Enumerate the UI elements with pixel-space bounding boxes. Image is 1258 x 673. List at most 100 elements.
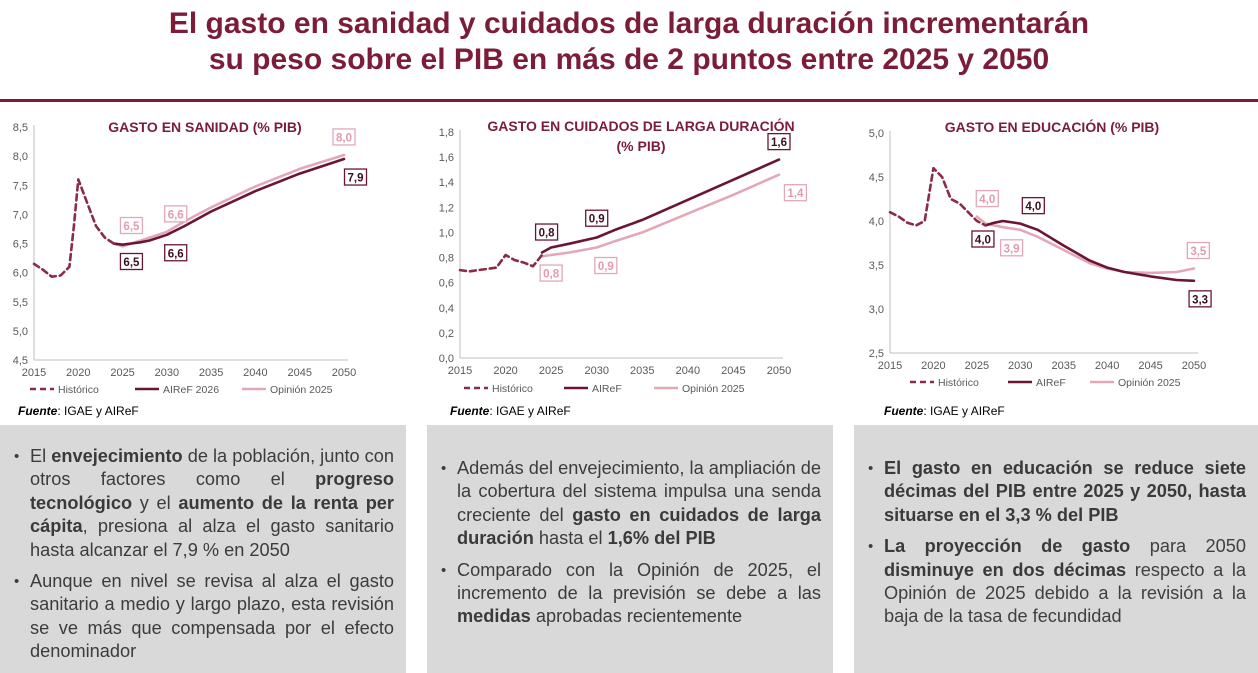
- chart-title: GASTO EN CUIDADOS DE LARGA DURACIÓN: [487, 117, 794, 134]
- title-line-2: su peso sobre el PIB en más de 2 puntos …: [208, 43, 1050, 76]
- chart-sanidad: 4,5 5,0 5,5 6,0 6,5 7,0 7,5 8,0 8,5 2015 2020 2025 2…: [0, 108, 400, 403]
- y-tick-label: 4,0: [869, 216, 884, 228]
- series-line-1: [112, 157, 346, 246]
- bullet-text-run: gasto en cuidados de larga duración: [457, 504, 821, 549]
- bullet-list: • Además del envejecimiento, la ampliació…: [439, 457, 821, 629]
- source-text: : IGAE y AIReF: [57, 404, 139, 418]
- y-tick-label: 0,6: [439, 278, 454, 290]
- x-tick-label: 2050: [1182, 360, 1206, 372]
- data-label: 3,3: [1192, 294, 1208, 306]
- y-tick-label: 3,0: [869, 304, 884, 316]
- bullet-item: • Además del envejecimiento, la ampliació…: [439, 457, 821, 551]
- x-tick-label: 2015: [22, 367, 46, 379]
- series-line-0: [888, 166, 987, 227]
- y-tick-label: 0,4: [439, 303, 454, 315]
- x-tick-label: 2025: [110, 367, 134, 379]
- bullet-text-run: envejecimiento: [51, 446, 183, 466]
- source-label: Fuente: [18, 404, 58, 418]
- series-line-2: [112, 153, 346, 248]
- bullet-text-run: medidas: [457, 606, 531, 627]
- bullet-text-run: Aunque en nivel se revisa al alza el gas…: [30, 571, 394, 662]
- source-label: Fuente: [450, 404, 490, 418]
- data-label-box: [1188, 290, 1212, 308]
- bullet-marker: •: [868, 460, 874, 477]
- x-tick-label: 2035: [1051, 360, 1075, 372]
- x-tick-label: 2050: [332, 367, 356, 379]
- chart-svg: 4,5 5,0 5,5 6,0 6,5 7,0 7,5 8,0 8,5 2015 2020 2025 2…: [13, 119, 368, 396]
- x-tick-label: 2035: [630, 365, 654, 377]
- bullet-list: • El gasto en educación se reduce siete d…: [866, 457, 1246, 629]
- x-tick-label: 2025: [539, 365, 563, 377]
- data-label-box: [332, 128, 356, 146]
- x-tick-label: 2020: [66, 367, 90, 379]
- y-tick-label: 5,0: [13, 326, 28, 338]
- bullet-marker: •: [441, 460, 447, 477]
- data-label-box: [1021, 196, 1045, 215]
- y-tick-label: 1,0: [439, 227, 454, 239]
- y-tick-label: 4,5: [13, 355, 28, 367]
- title-divider: [0, 99, 1258, 102]
- y-tick-label: 5,0: [869, 128, 884, 140]
- chart-educacion: 2,5 3,0 3,5 4,0 4,5 5,0 2015 2020 2025 2030 2035 20…: [852, 108, 1258, 403]
- bullet-list: • El envejecimiento de la población, junt…: [12, 445, 394, 664]
- source-text: : IGAE y AIReF: [489, 404, 571, 418]
- data-label: 0,8: [539, 228, 556, 240]
- x-tick-label: 2030: [584, 365, 608, 377]
- bullet-item: • La proyección de gasto para 2050 dismin…: [866, 535, 1246, 629]
- x-tick-label: 2025: [965, 360, 989, 372]
- y-tick-label: 7,5: [13, 180, 28, 192]
- bullet-text-run: para 2050: [1130, 536, 1246, 557]
- data-label-box: [594, 256, 618, 275]
- series-line-2: [975, 215, 1196, 275]
- data-label-box: [343, 168, 368, 186]
- source-text: : IGAE y AIReF: [923, 404, 1005, 418]
- y-tick-label: 1,4: [439, 177, 454, 189]
- y-tick-label: 7,0: [13, 209, 28, 221]
- legend-label: AIReF: [592, 383, 622, 395]
- data-label-box: [1186, 241, 1210, 260]
- bullet-text-run: El gasto en educación se reduce siete dé…: [884, 458, 1246, 525]
- legend-label: Opinión 2025: [1118, 377, 1181, 389]
- x-tick-label: 2040: [1095, 360, 1119, 372]
- data-label: 1,6: [771, 137, 787, 149]
- series-line-2: [540, 173, 781, 258]
- data-label-box: [585, 209, 609, 227]
- data-label: 3,5: [1190, 246, 1207, 258]
- data-label-box: [999, 239, 1024, 257]
- y-tick-label: 3,5: [869, 260, 884, 272]
- bullet-text-run: La proyección de gasto: [884, 536, 1131, 557]
- data-label-box: [783, 184, 808, 202]
- data-label-box: [534, 223, 559, 241]
- title-line-1: El gasto en sanidad y cuidados de larga …: [168, 7, 1090, 40]
- bullet-item: • El envejecimiento de la población, junt…: [12, 445, 394, 562]
- data-label: 0,8: [543, 269, 560, 281]
- y-tick-label: 6,0: [13, 268, 28, 280]
- bullet-text-run: , presiona al alza el gasto sanitario ha…: [30, 516, 394, 560]
- legend-label: Opinión 2025: [270, 384, 333, 396]
- data-label-box: [164, 205, 188, 223]
- legend-label: Histórico: [938, 377, 979, 389]
- chart-title: GASTO EN EDUCACIÓN (% PIB): [945, 118, 1159, 135]
- source-note-2: Fuente: IGAE y AIReF: [450, 404, 571, 418]
- x-tick-label: 2045: [721, 365, 745, 377]
- text-panel-educacion: • El gasto en educación se reduce siete d…: [854, 425, 1258, 673]
- data-label-box: [767, 132, 791, 151]
- y-tick-label: 4,5: [869, 172, 884, 184]
- series-line-1: [540, 158, 781, 254]
- data-label-box: [119, 252, 144, 271]
- bullet-text-run: de la población, junto con otros factore…: [30, 446, 394, 490]
- legend-label: Histórico: [58, 384, 99, 396]
- x-tick-label: 2030: [155, 367, 179, 379]
- series-line-0: [32, 178, 115, 278]
- bullet-text-run: 1,6% del PIB: [607, 528, 716, 549]
- chart-subtitle: (% PIB): [617, 138, 666, 154]
- y-tick-label: 0,0: [439, 353, 454, 365]
- y-tick-label: 1,8: [439, 127, 454, 139]
- x-tick-label: 2040: [676, 365, 700, 377]
- x-tick-label: 2045: [287, 367, 311, 379]
- chart-title: GASTO EN SANIDAD (% PIB): [108, 119, 301, 135]
- data-label: 4,0: [1025, 201, 1041, 213]
- y-tick-label: 2,5: [869, 348, 884, 360]
- text-panel-cuidados: • Además del envejecimiento, la ampliació…: [427, 425, 833, 673]
- x-tick-label: 2035: [199, 367, 223, 379]
